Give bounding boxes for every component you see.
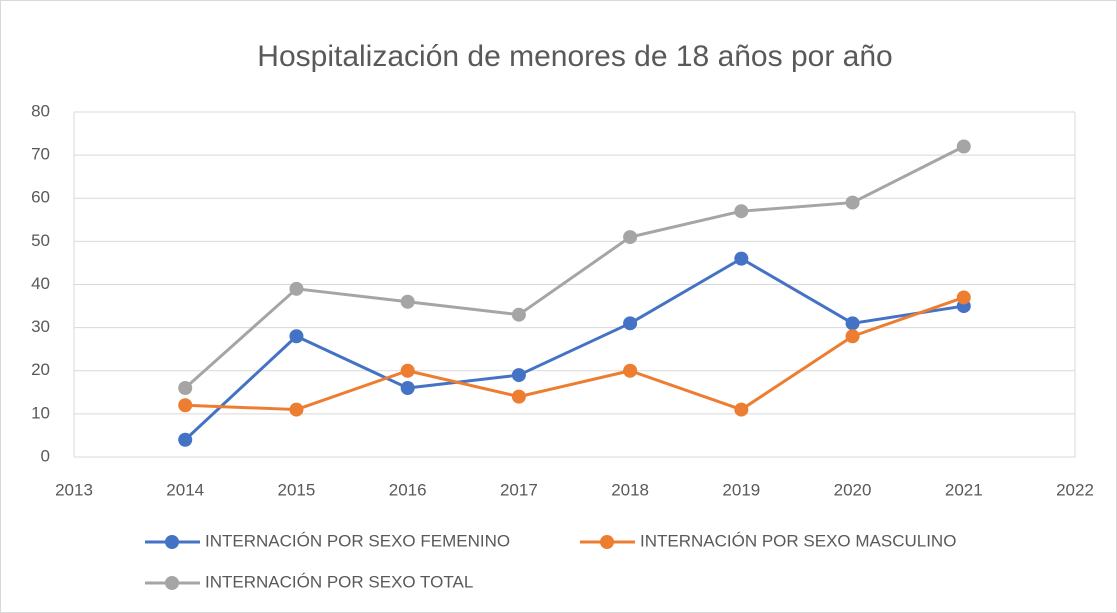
x-tick-label: 2016: [389, 480, 427, 499]
x-tick-label: 2020: [834, 480, 872, 499]
x-tick-label: 2013: [55, 480, 93, 499]
data-point: [956, 139, 971, 154]
data-point: [511, 368, 526, 383]
series-line: [184, 145, 965, 390]
data-point: [178, 432, 193, 447]
y-tick-label: 40: [31, 274, 50, 293]
data-point: [734, 251, 749, 266]
data-point: [845, 329, 860, 344]
legend-label: INTERNACIÓN POR SEXO FEMENINO: [205, 531, 510, 550]
data-point: [511, 389, 526, 404]
y-tick-label: 80: [31, 101, 50, 120]
data-point: [400, 363, 415, 378]
x-tick-label: 2018: [611, 480, 649, 499]
data-point: [734, 402, 749, 417]
y-tick-label: 20: [31, 360, 50, 379]
data-point: [845, 316, 860, 331]
y-tick-label: 70: [31, 145, 50, 164]
y-tick-label: 10: [31, 403, 50, 422]
x-tick-label: 2014: [166, 480, 204, 499]
y-tick-label: 60: [31, 188, 50, 207]
y-tick-label: 30: [31, 317, 50, 336]
data-point: [178, 398, 193, 413]
legend-marker: [165, 535, 179, 549]
chart-title: Hospitalización de menores de 18 años po…: [257, 40, 892, 73]
data-point: [734, 204, 749, 219]
x-tick-label: 2017: [500, 480, 538, 499]
x-tick-label: 2015: [278, 480, 316, 499]
data-point: [289, 281, 304, 296]
legend-marker: [165, 576, 179, 590]
data-point: [289, 329, 304, 344]
y-tick-label: 50: [31, 231, 50, 250]
data-point: [289, 402, 304, 417]
y-tick-label: 0: [41, 446, 50, 465]
data-point: [623, 316, 638, 331]
legend-label: INTERNACIÓN POR SEXO MASCULINO: [640, 531, 956, 550]
data-point: [956, 290, 971, 305]
data-point: [400, 294, 415, 309]
series-line: [184, 257, 965, 441]
data-point: [400, 381, 415, 395]
data-point: [511, 307, 526, 322]
legend-marker: [600, 535, 614, 549]
data-point: [178, 381, 193, 395]
data-point: [845, 195, 860, 210]
series-line: [185, 296, 965, 412]
data-point: [623, 230, 638, 245]
x-tick-label: 2022: [1056, 480, 1094, 499]
x-tick-label: 2021: [945, 480, 983, 499]
legend-label: INTERNACIÓN POR SEXO TOTAL: [205, 572, 473, 591]
x-tick-label: 2019: [722, 480, 760, 499]
data-point: [623, 363, 638, 378]
